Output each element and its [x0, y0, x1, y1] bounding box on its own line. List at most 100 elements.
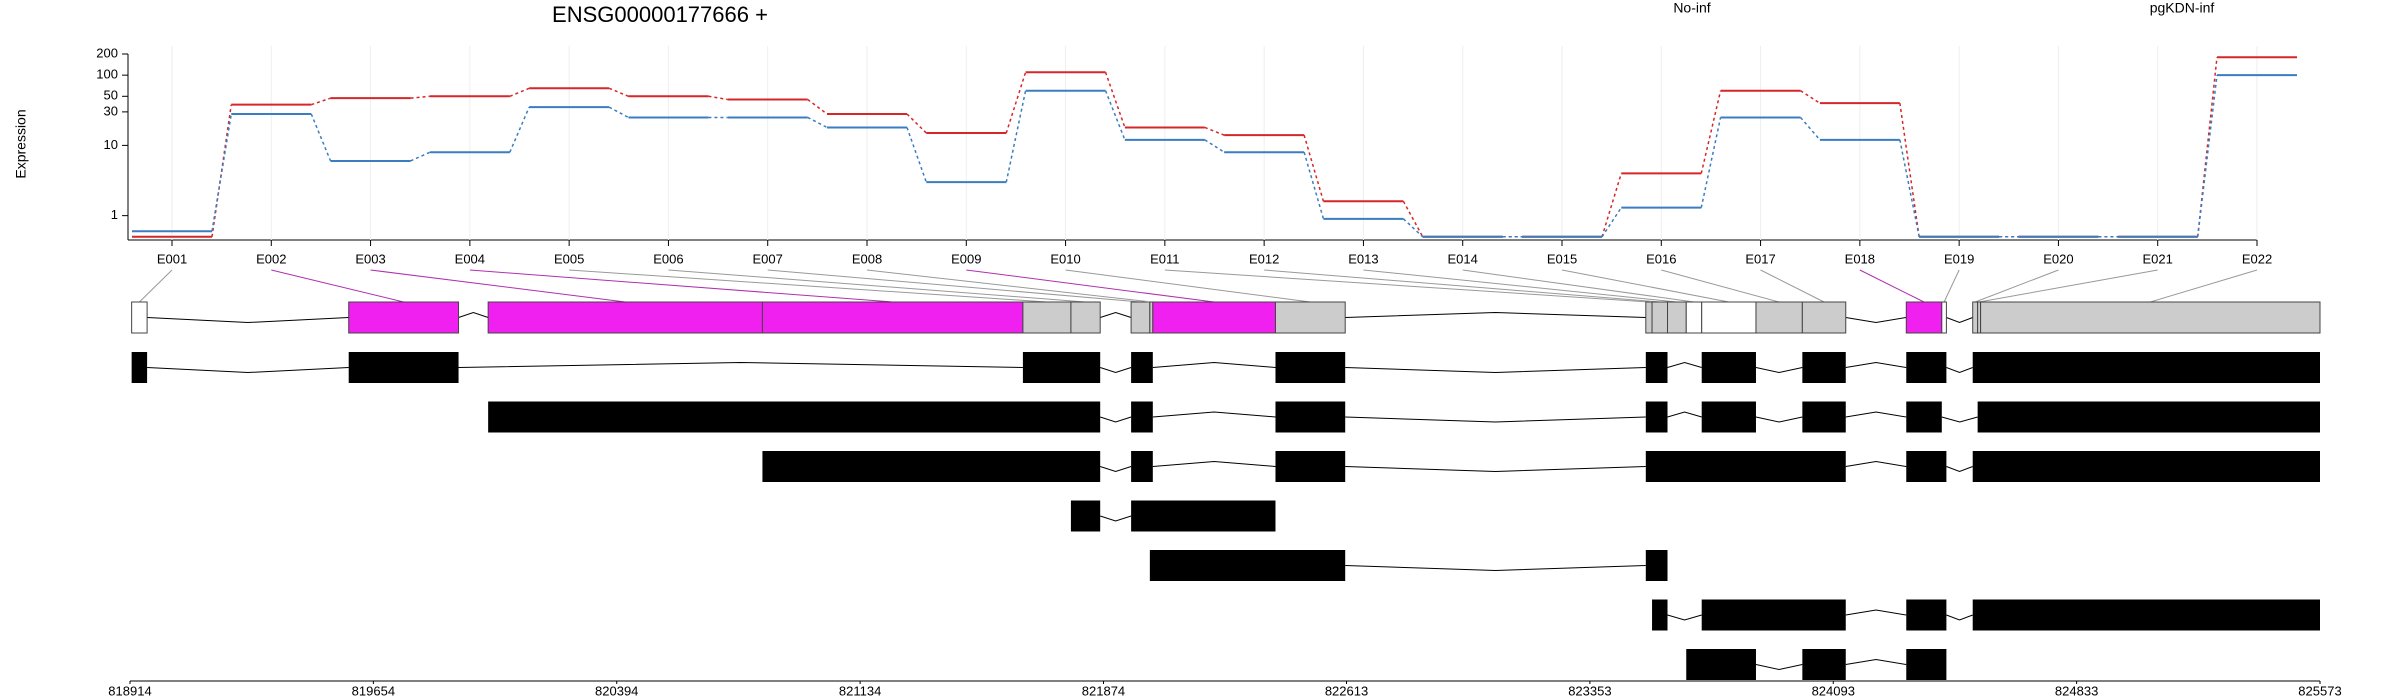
exon-link [139, 269, 173, 303]
intron [1100, 311, 1132, 318]
exon-link [1363, 269, 1677, 303]
transcript-exon [1906, 401, 1942, 433]
x-tick-label: E002 [256, 251, 286, 266]
exon-link [1760, 269, 1825, 303]
exon [1645, 301, 1653, 334]
connector [906, 127, 927, 183]
intron [1941, 416, 1978, 423]
x-tick-label: E011 [1150, 251, 1179, 266]
genomic-tick-label: 821134 [839, 683, 881, 698]
x-tick-label: E006 [653, 251, 683, 266]
y-tick-label: 1 [111, 207, 118, 222]
exon [761, 301, 1024, 334]
transcript-exon [1645, 401, 1668, 433]
legend-entry: No-inf [1673, 0, 1710, 16]
connector [509, 87, 530, 97]
connector [1601, 173, 1623, 238]
genomic-tick-label: 825573 [2298, 683, 2341, 698]
transcript-exon [1701, 599, 1846, 631]
connector [1402, 218, 1424, 238]
connector [906, 113, 927, 134]
intron [1100, 515, 1132, 522]
transcript-exon [131, 352, 148, 383]
x-tick-label: E010 [1050, 251, 1080, 266]
connector [1005, 72, 1027, 134]
transcript-exon [1131, 500, 1276, 532]
intron [147, 317, 349, 324]
x-tick-label: E003 [355, 251, 385, 266]
genomic-tick-label: 820394 [595, 683, 638, 698]
intron [1946, 367, 1973, 374]
transcript-exon [1701, 352, 1756, 383]
intron [1845, 460, 1907, 467]
exon [1651, 301, 1669, 334]
transcript-exon [1906, 451, 1947, 482]
transcript-exon [1652, 599, 1668, 631]
exon-link [1462, 269, 1695, 303]
genomic-tick-label: 824093 [1812, 683, 1855, 698]
connector [1204, 139, 1225, 153]
transcript-exon [1972, 352, 2320, 383]
intron [1755, 664, 1803, 671]
exon [1070, 301, 1101, 334]
exon-link [966, 269, 1215, 303]
exon [1980, 301, 2321, 334]
transcript-exon [1802, 401, 1846, 433]
transcript-exon [1645, 451, 1846, 482]
exon-link [767, 269, 1141, 303]
exon-link [1979, 269, 2158, 303]
exon-link [469, 269, 893, 303]
exon [1941, 301, 1947, 334]
x-tick-label: E017 [1745, 251, 1775, 266]
exon-link [271, 269, 404, 303]
exon-link [370, 269, 626, 303]
transcript-exon [1686, 649, 1756, 680]
intron [1845, 361, 1907, 368]
connector [807, 116, 828, 129]
connector [608, 87, 629, 97]
genomic-tick-label: 824833 [2055, 683, 2098, 698]
connector [311, 97, 331, 106]
intron [1667, 614, 1702, 621]
transcript-exon [488, 401, 1101, 433]
transcript-exon [1645, 352, 1668, 383]
legend-entry: pgKDN-inf [2150, 0, 2215, 16]
transcript-exon [1070, 500, 1101, 532]
chart-title: ENSG00000177666 + [552, 2, 768, 27]
intron [1152, 411, 1276, 418]
x-tick-label: E016 [1646, 251, 1676, 266]
transcript-exon [348, 352, 459, 383]
intron [1345, 311, 1646, 318]
x-tick-label: E009 [951, 251, 981, 266]
transcript-exon [1906, 649, 1947, 680]
genomic-tick-label: 819654 [352, 683, 395, 698]
x-tick-label: E005 [554, 251, 584, 266]
intron [1100, 466, 1132, 473]
exon-link [1065, 269, 1311, 303]
connector [807, 98, 828, 115]
exon [1667, 301, 1687, 334]
intron [1845, 609, 1907, 616]
transcript-exon [1022, 352, 1101, 383]
y-tick-label: 200 [96, 45, 118, 60]
intron [1946, 317, 1973, 324]
genomic-tick-label: 818914 [108, 683, 151, 698]
connector [509, 106, 530, 153]
exon [1701, 301, 1757, 334]
exon-link [1943, 269, 1960, 303]
x-tick-label: E015 [1547, 251, 1577, 266]
exon [131, 301, 148, 334]
intron [1755, 367, 1803, 374]
intron [1100, 367, 1132, 374]
intron [1345, 466, 1646, 473]
transcript-exon [762, 451, 1101, 482]
intron [1345, 565, 1646, 572]
exon-link [1561, 269, 1729, 303]
transcript-exon [1131, 401, 1153, 433]
exon [1152, 301, 1276, 334]
intron [1345, 416, 1646, 423]
transcript-exon [1977, 401, 2320, 433]
exon [348, 301, 460, 334]
connector [1104, 71, 1126, 128]
